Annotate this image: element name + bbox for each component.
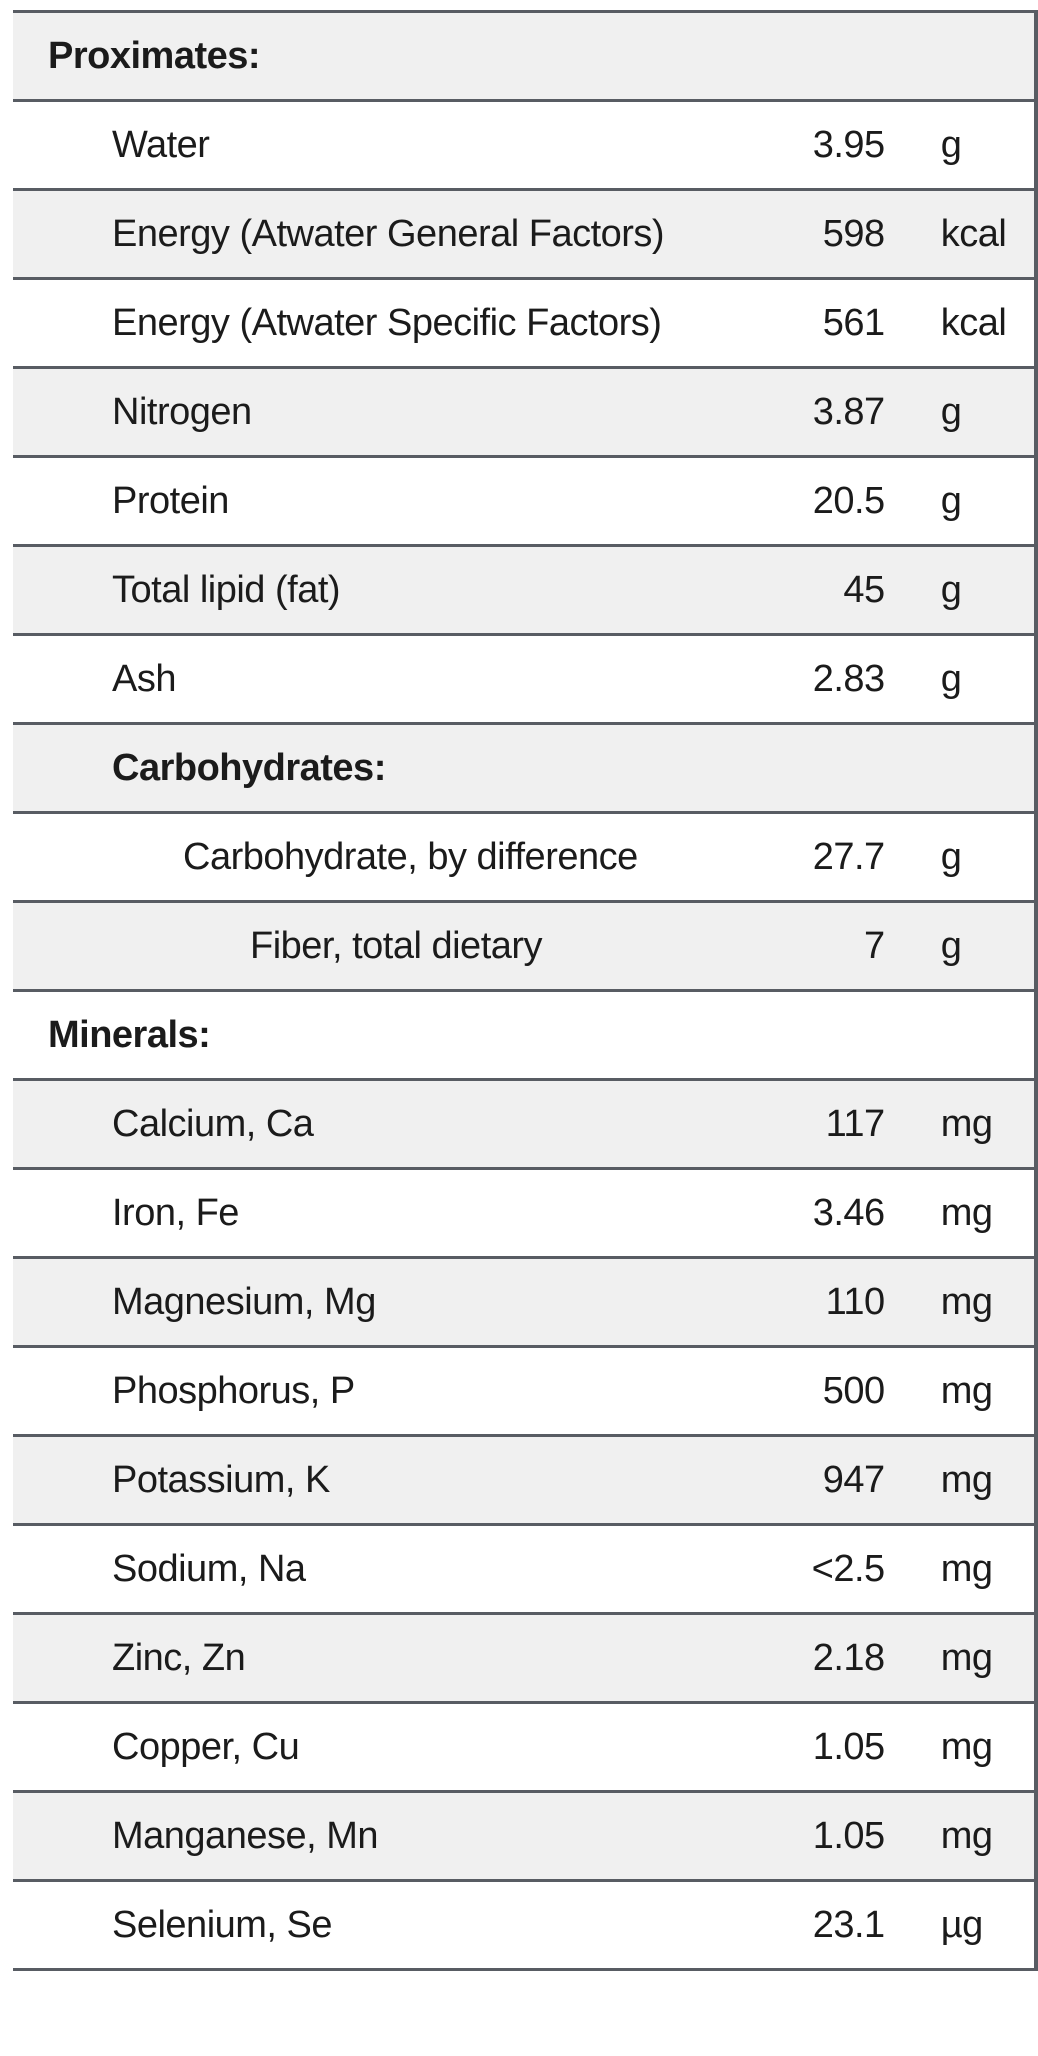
nutrient-row: Phosphorus, P 500 mg: [13, 1346, 1036, 1437]
nutrient-unit: g: [884, 901, 1036, 992]
nutrient-name: Manganese, Mn: [13, 1791, 685, 1882]
nutrient-unit: mg: [884, 1791, 1036, 1882]
nutrient-unit: mg: [884, 1702, 1036, 1793]
section-header-row: Carbohydrates:: [13, 723, 1036, 814]
nutrient-unit: mg: [884, 1435, 1036, 1526]
nutrient-unit: g: [884, 367, 1036, 458]
nutrient-row: Magnesium, Mg 110 mg: [13, 1257, 1036, 1348]
nutrient-amount: 27.7: [684, 812, 885, 903]
nutrient-amount: [684, 990, 885, 1081]
nutrient-name: Iron, Fe: [13, 1168, 685, 1259]
nutrient-unit: g: [884, 100, 1036, 191]
nutrient-row: Sodium, Na <2.5 mg: [13, 1524, 1036, 1615]
nutrient-amount: 598: [684, 189, 885, 280]
nutrient-unit: mg: [884, 1257, 1036, 1348]
nutrient-amount: 45: [684, 545, 885, 636]
nutrient-unit: mg: [884, 1079, 1036, 1170]
nutrient-unit: mg: [884, 1524, 1036, 1615]
nutrient-name: Ash: [13, 634, 685, 725]
nutrient-amount: [684, 11, 885, 102]
nutrient-row: Zinc, Zn 2.18 mg: [13, 1613, 1036, 1704]
nutrient-name: Zinc, Zn: [13, 1613, 685, 1704]
nutrient-name: Energy (Atwater Specific Factors): [13, 278, 685, 369]
nutrient-amount: 23.1: [684, 1880, 885, 1971]
nutrient-unit: µg: [884, 1880, 1036, 1971]
nutrient-unit: kcal: [884, 278, 1036, 369]
nutrient-row: Carbohydrate, by difference 27.7 g: [13, 812, 1036, 903]
nutrient-amount: 3.95: [684, 100, 885, 191]
nutrient-name: Sodium, Na: [13, 1524, 685, 1615]
nutrient-amount: 3.46: [684, 1168, 885, 1259]
nutrient-name: Nitrogen: [13, 367, 685, 458]
nutrient-name: Fiber, total dietary: [13, 901, 685, 992]
nutrient-amount: 3.87: [684, 367, 885, 458]
nutrient-row: Nitrogen 3.87 g: [13, 367, 1036, 458]
nutrient-amount: 110: [684, 1257, 885, 1348]
nutrient-row: Potassium, K 947 mg: [13, 1435, 1036, 1526]
nutrient-name: Potassium, K: [13, 1435, 685, 1526]
nutrient-row: Protein 20.5 g: [13, 456, 1036, 547]
nutrient-table: Proximates: Water 3.95 g Energy (Atwater…: [13, 10, 1038, 1971]
nutrient-unit: kcal: [884, 189, 1036, 280]
nutrient-row: Energy (Atwater Specific Factors) 561 kc…: [13, 278, 1036, 369]
nutrient-amount: <2.5: [684, 1524, 885, 1615]
nutrient-amount: 561: [684, 278, 885, 369]
section-title: Proximates:: [13, 11, 685, 102]
nutrient-row: Iron, Fe 3.46 mg: [13, 1168, 1036, 1259]
nutrient-row: Energy (Atwater General Factors) 598 kca…: [13, 189, 1036, 280]
nutrient-unit: [884, 990, 1036, 1081]
nutrient-amount: 1.05: [684, 1702, 885, 1793]
nutrient-amount: [684, 723, 885, 814]
nutrient-row: Fiber, total dietary 7 g: [13, 901, 1036, 992]
nutrient-name: Selenium, Se: [13, 1880, 685, 1971]
nutrient-amount: 500: [684, 1346, 885, 1437]
nutrient-unit: g: [884, 456, 1036, 547]
nutrient-name: Calcium, Ca: [13, 1079, 685, 1170]
nutrient-amount: 2.18: [684, 1613, 885, 1704]
section-title: Carbohydrates:: [13, 723, 685, 814]
nutrient-name: Carbohydrate, by difference: [13, 812, 685, 903]
nutrient-row: Calcium, Ca 117 mg: [13, 1079, 1036, 1170]
nutrient-unit: mg: [884, 1613, 1036, 1704]
nutrient-name: Magnesium, Mg: [13, 1257, 685, 1348]
nutrient-amount: 2.83: [684, 634, 885, 725]
nutrient-amount: 20.5: [684, 456, 885, 547]
nutrient-amount: 1.05: [684, 1791, 885, 1882]
nutrient-unit: g: [884, 812, 1036, 903]
nutrient-table-container: Proximates: Water 3.95 g Energy (Atwater…: [13, 10, 1038, 1971]
nutrient-row: Copper, Cu 1.05 mg: [13, 1702, 1036, 1793]
nutrient-unit: mg: [884, 1346, 1036, 1437]
nutrient-row: Water 3.95 g: [13, 100, 1036, 191]
nutrient-row: Manganese, Mn 1.05 mg: [13, 1791, 1036, 1882]
nutrient-amount: 117: [684, 1079, 885, 1170]
nutrient-name: Phosphorus, P: [13, 1346, 685, 1437]
nutrient-unit: g: [884, 634, 1036, 725]
nutrient-amount: 7: [684, 901, 885, 992]
section-title: Minerals:: [13, 990, 685, 1081]
nutrient-table-body: Proximates: Water 3.95 g Energy (Atwater…: [13, 11, 1036, 1971]
nutrient-unit: g: [884, 545, 1036, 636]
nutrient-unit: [884, 11, 1036, 102]
nutrient-name: Copper, Cu: [13, 1702, 685, 1793]
section-header-row: Proximates:: [13, 11, 1036, 102]
nutrient-row: Ash 2.83 g: [13, 634, 1036, 725]
nutrient-name: Water: [13, 100, 685, 191]
nutrient-unit: mg: [884, 1168, 1036, 1259]
nutrient-name: Energy (Atwater General Factors): [13, 189, 685, 280]
section-header-row: Minerals:: [13, 990, 1036, 1081]
nutrient-row: Total lipid (fat) 45 g: [13, 545, 1036, 636]
nutrient-name: Protein: [13, 456, 685, 547]
nutrient-amount: 947: [684, 1435, 885, 1526]
nutrient-name: Total lipid (fat): [13, 545, 685, 636]
nutrient-unit: [884, 723, 1036, 814]
nutrient-row: Selenium, Se 23.1 µg: [13, 1880, 1036, 1971]
